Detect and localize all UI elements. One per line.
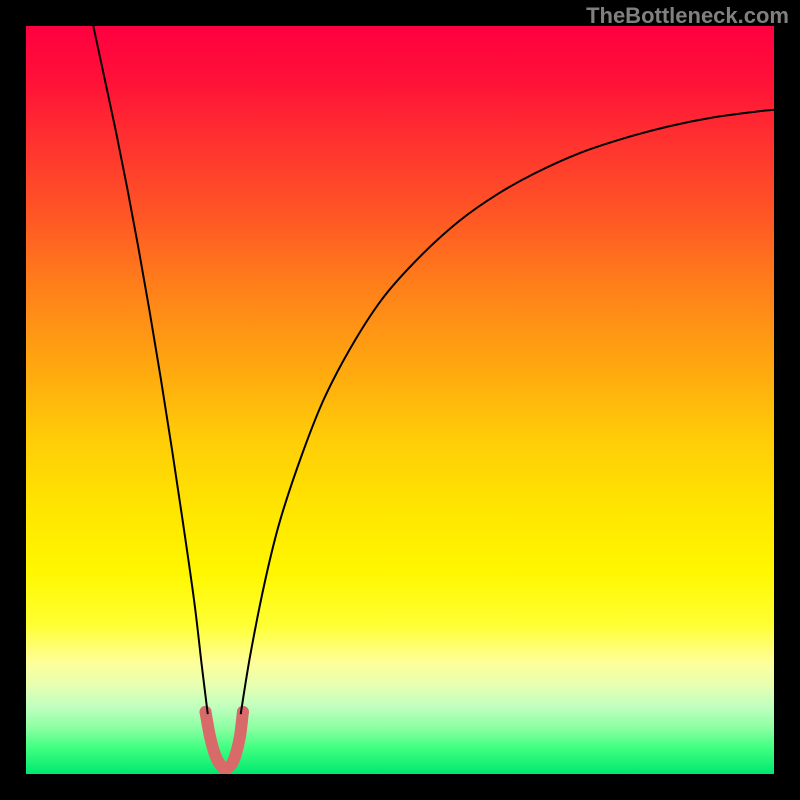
u-shape-endpoint-0 (200, 706, 212, 718)
container: TheBottleneck.com (0, 0, 800, 800)
watermark-label: TheBottleneck.com (586, 3, 789, 29)
plot-svg (26, 26, 774, 774)
u-shape-endpoint-1 (237, 706, 249, 718)
gradient-background (26, 26, 774, 774)
plot-area (26, 26, 774, 774)
